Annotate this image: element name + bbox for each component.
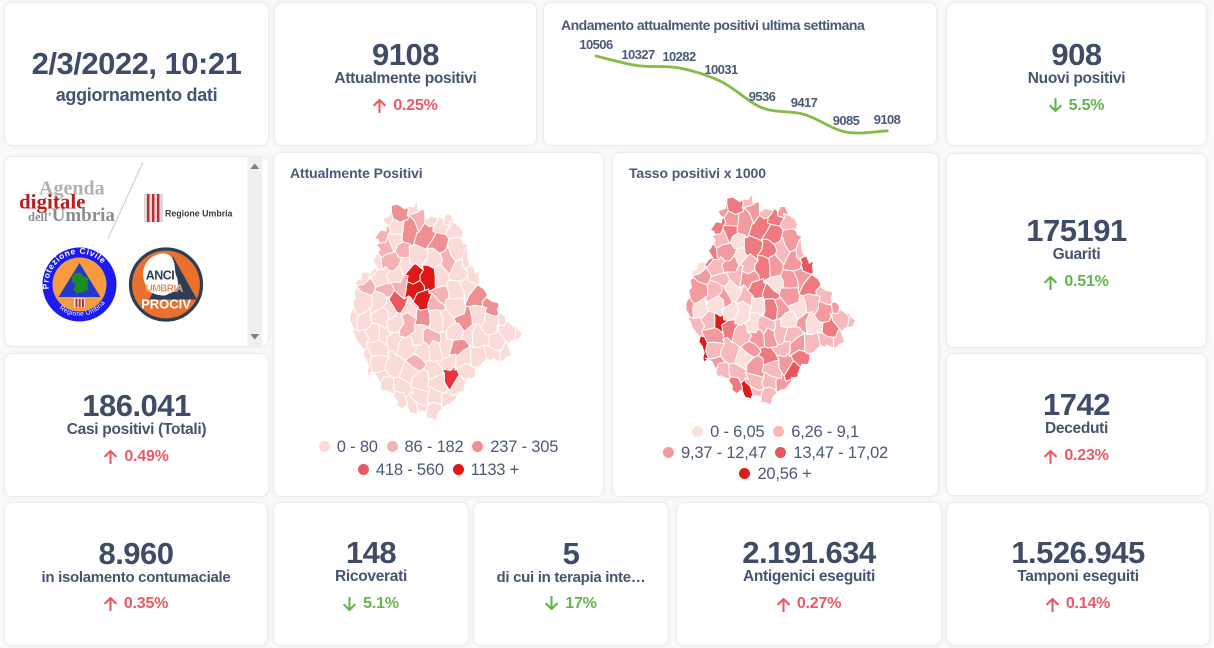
svg-text:9536: 9536: [749, 89, 776, 104]
svg-text:Agenda: Agenda: [39, 178, 105, 200]
svg-text:Andamento attualmente positivi: Andamento attualmente positivi ultima se…: [561, 17, 865, 33]
svg-text:ANCI: ANCI: [146, 269, 175, 283]
svg-text:Regione Umbria: Regione Umbria: [165, 209, 233, 219]
svg-text:PROCIV: PROCIV: [141, 297, 191, 312]
svg-text:9085: 9085: [833, 113, 860, 128]
svg-text:10031: 10031: [704, 62, 738, 77]
svg-text:9108: 9108: [874, 112, 901, 127]
svg-text:UMBRIA: UMBRIA: [146, 284, 183, 295]
svg-text:9417: 9417: [791, 95, 818, 110]
svg-text:digitale: digitale: [19, 190, 86, 214]
svg-text:10506: 10506: [579, 37, 613, 52]
svg-text:dell’Umbria: dell’Umbria: [28, 205, 115, 226]
svg-text:10327: 10327: [621, 47, 655, 62]
svg-text:10282: 10282: [662, 49, 696, 64]
